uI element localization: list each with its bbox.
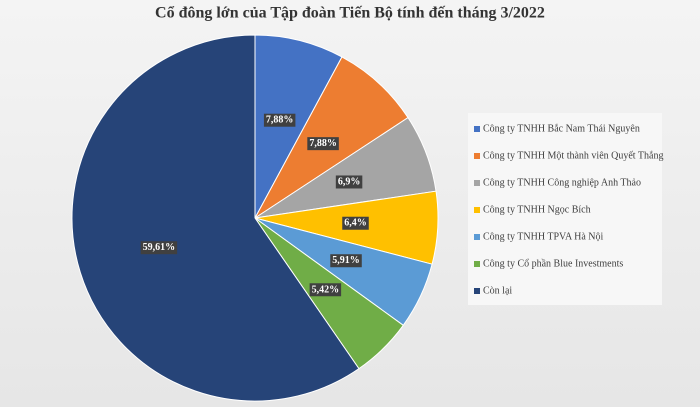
data-label-bg xyxy=(335,175,363,189)
chart-title: Cổ đông lớn của Tập đoàn Tiến Bộ tính đế… xyxy=(155,5,545,22)
legend-label: Công ty TNHH Một thành viên Quyết Thắng xyxy=(483,150,663,161)
legend-marker xyxy=(474,261,480,267)
legend-label: Còn lại xyxy=(483,285,512,296)
data-label: 6,9% xyxy=(335,175,363,189)
data-label: 7,88% xyxy=(307,137,339,151)
data-label-bg xyxy=(342,216,369,230)
legend-marker xyxy=(474,153,480,159)
data-label: 5,42% xyxy=(309,283,342,297)
data-label-text: 5,42% xyxy=(312,284,340,295)
data-label-text: 6,4% xyxy=(344,218,367,229)
data-label-text: 7,88% xyxy=(266,115,294,126)
legend-marker xyxy=(474,288,480,294)
legend-label: Công ty TNHH Công nghiệp Anh Thảo xyxy=(483,177,641,188)
pie-slice xyxy=(71,34,360,402)
legend-marker xyxy=(474,207,480,213)
data-label-bg xyxy=(330,254,362,268)
legend-box xyxy=(468,113,662,305)
pie-slice xyxy=(254,34,343,219)
data-label-text: 5,91% xyxy=(332,255,360,266)
data-label: 6,4% xyxy=(342,216,369,230)
data-label: 7,88% xyxy=(263,113,296,127)
data-label-text: 6,9% xyxy=(338,176,361,187)
legend-label: Công ty TNHH Bắc Nam Thái Nguyên xyxy=(483,123,640,134)
data-label: 5,91% xyxy=(330,254,362,268)
legend-label: Công ty TNHH Ngọc Bích xyxy=(483,204,591,215)
data-label-bg xyxy=(307,137,339,151)
legend-marker xyxy=(474,180,480,186)
data-label-bg xyxy=(263,113,296,127)
legend-label: Công ty TNHH TPVA Hà Nội xyxy=(483,231,604,242)
data-label: 59,61% xyxy=(140,241,178,255)
legend-marker xyxy=(474,234,480,240)
data-label-text: 7,88% xyxy=(309,138,337,149)
data-label-bg xyxy=(309,283,342,297)
data-label-text: 59,61% xyxy=(143,242,176,253)
legend-marker xyxy=(474,126,480,132)
legend-label: Công ty Cổ phần Blue Investments xyxy=(483,258,623,269)
data-label-bg xyxy=(140,241,178,255)
